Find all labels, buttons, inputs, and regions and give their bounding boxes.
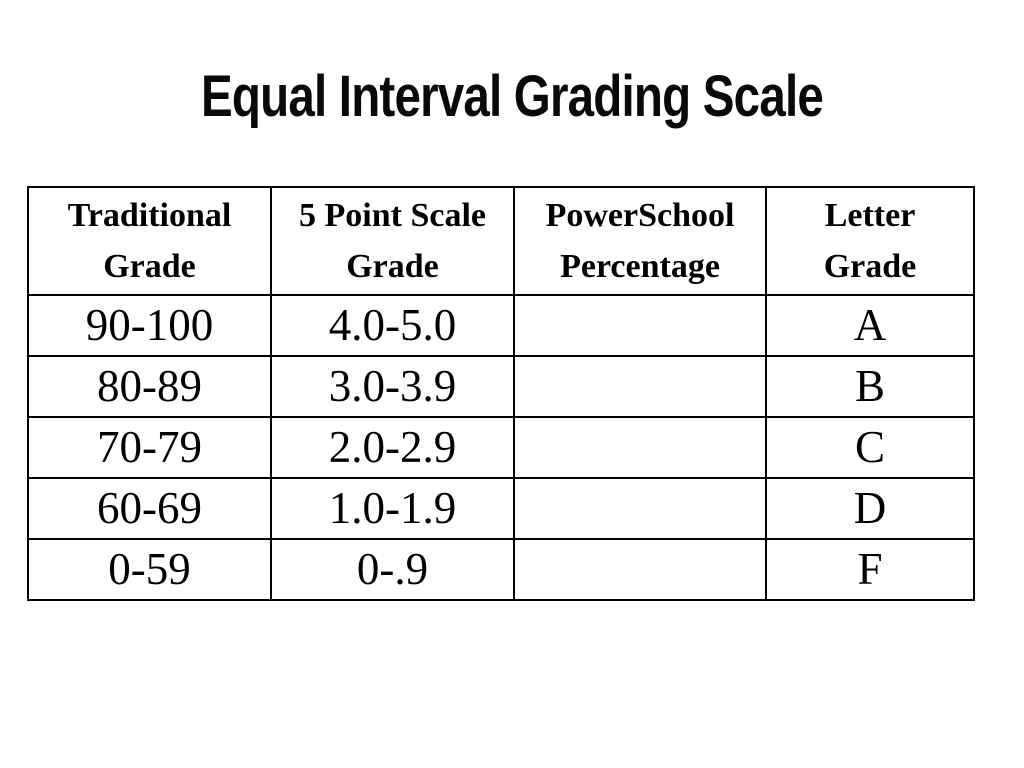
header-line: Grade [346,248,439,285]
cell-powerschool-percentage [513,477,767,540]
table-row: 80-89 3.0-3.9 B [27,355,975,418]
header-line: PowerSchool [545,197,735,234]
cell-five-point-grade: 4.0-5.0 [270,294,515,357]
header-line: Percentage [560,248,720,285]
column-header-letter-grade: Letter Grade [765,186,975,296]
cell-powerschool-percentage [513,355,767,418]
cell-traditional-grade: 70-79 [27,416,272,479]
header-line: Letter [824,197,916,234]
header-line: Traditional [67,197,232,234]
slide-title: Equal Interval Grading Scale [201,63,824,129]
cell-letter-grade: C [765,416,975,479]
cell-traditional-grade: 80-89 [27,355,272,418]
header-line: Grade [103,248,196,285]
cell-five-point-grade: 2.0-2.9 [270,416,515,479]
cell-powerschool-percentage [513,416,767,479]
cell-five-point-grade: 1.0-1.9 [270,477,515,540]
table-row: 0-59 0-.9 F [27,538,975,601]
grading-scale-table: Traditional Grade 5 Point Scale Grade Po… [27,186,975,601]
cell-five-point-grade: 3.0-3.9 [270,355,515,418]
cell-letter-grade: F [765,538,975,601]
column-header-traditional-grade: Traditional Grade [27,186,272,296]
cell-powerschool-percentage [513,294,767,357]
cell-letter-grade: A [765,294,975,357]
column-header-five-point-scale-grade: 5 Point Scale Grade [270,186,515,296]
table-row: 70-79 2.0-2.9 C [27,416,975,479]
cell-powerschool-percentage [513,538,767,601]
cell-letter-grade: B [765,355,975,418]
cell-traditional-grade: 90-100 [27,294,272,357]
table-row: 90-100 4.0-5.0 A [27,294,975,357]
cell-traditional-grade: 60-69 [27,477,272,540]
cell-letter-grade: D [765,477,975,540]
table-header-row: Traditional Grade 5 Point Scale Grade Po… [27,186,975,296]
header-line: 5 Point Scale [299,197,486,234]
table-row: 60-69 1.0-1.9 D [27,477,975,540]
cell-traditional-grade: 0-59 [27,538,272,601]
header-line: Grade [823,248,917,285]
column-header-powerschool-percentage: PowerSchool Percentage [513,186,767,296]
cell-five-point-grade: 0-.9 [270,538,515,601]
